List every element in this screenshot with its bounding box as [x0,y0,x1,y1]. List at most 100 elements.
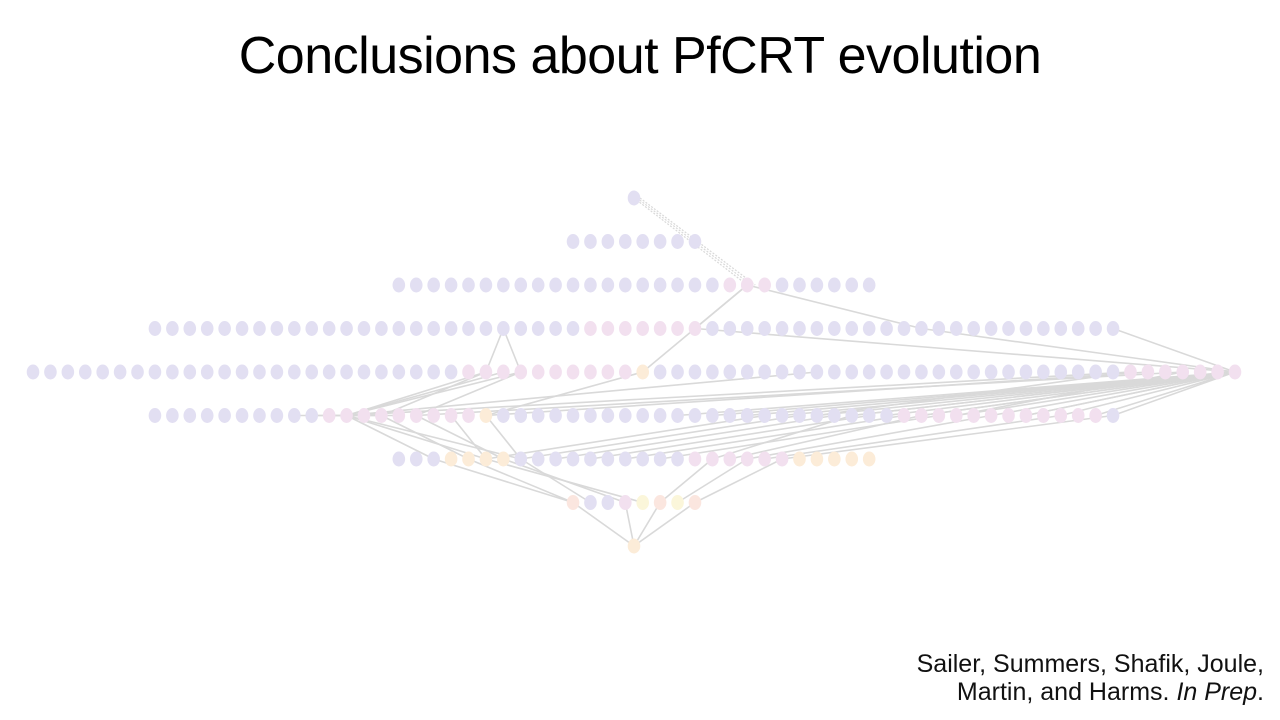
network-node [671,451,684,467]
network-node [409,364,423,380]
network-node [357,408,371,423]
network-edge [555,414,835,460]
network-node [828,321,841,336]
network-node [636,451,650,467]
network-node [183,408,197,423]
network-node [462,451,475,467]
citation-line-1: Sailer, Summers, Shafik, Joule, [916,650,1264,678]
network-node [288,321,301,336]
network-node [775,321,789,336]
network-node [740,364,754,380]
network-node [793,364,806,380]
network-node [706,451,719,467]
network-node [270,321,284,336]
network-node [810,408,824,423]
network-node [688,234,702,249]
network-edge [956,371,1236,417]
network-node [706,321,719,336]
network-node [514,364,528,380]
network-node [584,277,597,293]
network-node [758,408,771,423]
network-node [566,321,580,336]
network-node [26,364,40,380]
network-node [584,321,597,336]
network-node [584,408,597,423]
network-node [627,538,641,554]
network-node [375,408,388,423]
network-node [549,321,562,336]
network-node [462,277,475,293]
network-node [409,408,423,423]
network-node [531,364,545,380]
network-node [793,321,806,336]
network-node [862,408,876,423]
network-node [967,364,980,380]
citation-status: In Prep [1176,678,1258,706]
network-node [270,364,284,380]
network-node [601,234,615,249]
network-node [618,234,632,249]
network-node [618,321,632,336]
network-node [1037,364,1050,380]
network-node [688,364,702,380]
network-node [340,364,353,380]
network-node [601,451,615,467]
network-edge [633,502,661,547]
network-node [845,364,859,380]
citation: Sailer, Summers, Shafik, Joule, Martin, … [917,650,1264,706]
network-node [932,321,946,336]
network-node [357,321,371,336]
network-node [880,364,893,380]
network-node [1019,408,1033,423]
network-node [828,408,841,423]
network-node [514,451,528,467]
network-node [497,277,510,293]
network-node [1089,364,1102,380]
network-node [78,364,92,380]
network-node [636,234,650,249]
network-node [584,495,597,510]
network-node [880,321,893,336]
network-edge [485,371,1148,417]
network-node [1106,408,1120,423]
network-node [688,321,702,336]
network-node [723,277,737,293]
network-node [775,451,789,467]
network-node [409,451,423,467]
network-edge [572,501,635,547]
network-node [479,451,493,467]
network-edge [346,414,487,460]
network-node [584,364,597,380]
network-node [566,495,580,510]
network-node [862,451,876,467]
network-node [915,321,928,336]
network-node [253,408,266,423]
network-edge [1095,371,1236,417]
network-node [531,451,545,467]
network-node [880,408,893,423]
network-edge [485,458,643,504]
network-node [322,321,336,336]
network-node [200,408,214,423]
network-edge [1112,327,1236,373]
network-node [671,408,684,423]
network-edge [625,414,905,460]
network-node [427,321,440,336]
network-edge [485,414,522,460]
network-node [566,364,580,380]
network-node [392,364,406,380]
network-node [758,364,771,380]
network-node [967,321,980,336]
network-node [497,321,510,336]
network-node [915,408,928,423]
network-node [671,364,684,380]
network-node [793,277,806,293]
network-node [479,277,493,293]
network-node [1089,408,1102,423]
network-node [653,277,667,293]
network-node [444,277,458,293]
network-node [897,408,911,423]
network-edge [346,414,521,460]
network-node [1037,321,1050,336]
network-node [427,277,440,293]
